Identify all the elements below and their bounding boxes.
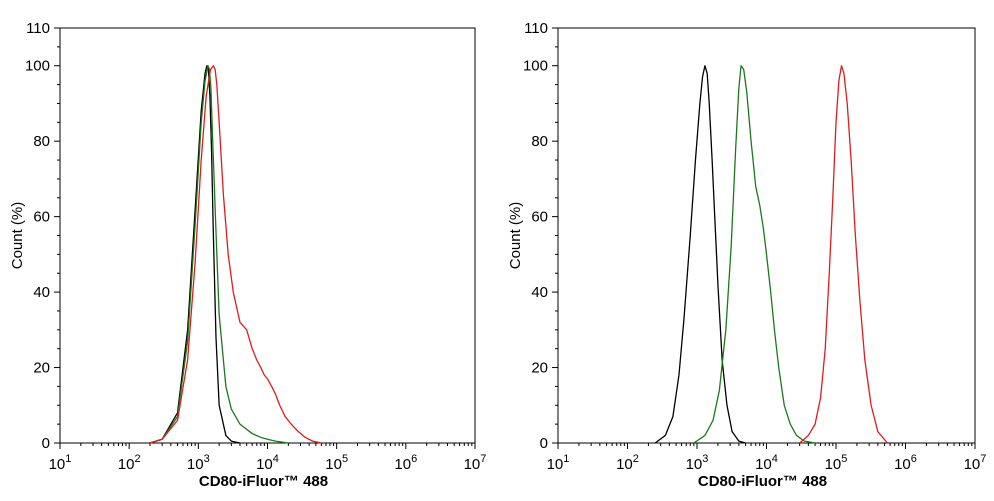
plot-frame: [557, 27, 976, 444]
x-axis-label: CD80-iFluor™ 488: [698, 473, 827, 490]
y-tick-label: 80: [33, 133, 50, 150]
x-tick-label: 107: [464, 453, 487, 473]
series-line-2: [693, 65, 816, 444]
y-tick-label: 40: [33, 284, 50, 301]
x-tick-label: 104: [256, 453, 279, 473]
y-tick-label: 100: [523, 58, 548, 75]
x-tick-label: 102: [118, 453, 141, 473]
x-tick-label: 101: [547, 453, 570, 473]
x-tick-label: 105: [825, 453, 848, 473]
y-tick-label: 110: [26, 20, 50, 37]
y-tick-label: 60: [33, 209, 50, 226]
x-tick-label: 104: [755, 453, 778, 473]
plot-frame: [59, 27, 476, 444]
series-line-3: [149, 65, 322, 444]
x-axis-label: CD80-iFluor™ 488: [199, 473, 328, 490]
y-axis-label: Count (%): [9, 202, 26, 270]
y-tick-label: 100: [25, 58, 50, 75]
series-line-1: [654, 65, 746, 444]
chart-panel-2: 0 20 40 60 80 100 110 101 102 103 104 105 106 107 CD80…: [507, 20, 986, 490]
y-tick-label: 110: [524, 20, 548, 37]
x-tick-label: 106: [894, 453, 917, 473]
x-tick-label: 103: [686, 453, 709, 473]
chart-panel-1: 0 20 40 60 80 100 110 101 102 103 104 105 106 107 CD80…: [9, 20, 486, 490]
y-tick-label: 40: [531, 284, 548, 301]
x-tick-label: 102: [616, 453, 639, 473]
y-tick-label: 80: [531, 133, 548, 150]
x-tick-label: 103: [187, 453, 210, 473]
x-tick-label: 105: [325, 453, 348, 473]
y-tick-label: 60: [531, 209, 548, 226]
series-line-2: [149, 65, 289, 444]
y-tick-label: 0: [540, 435, 548, 452]
x-tick-label: 101: [49, 453, 72, 473]
x-tick-label: 107: [964, 453, 987, 473]
series-line-1: [149, 65, 241, 444]
y-tick-label: 20: [33, 360, 50, 377]
x-tick-label: 106: [394, 453, 417, 473]
y-tick-label: 0: [42, 435, 50, 452]
series-line-3: [799, 65, 888, 444]
y-tick-label: 20: [531, 360, 548, 377]
y-axis-label: Count (%): [507, 202, 524, 270]
